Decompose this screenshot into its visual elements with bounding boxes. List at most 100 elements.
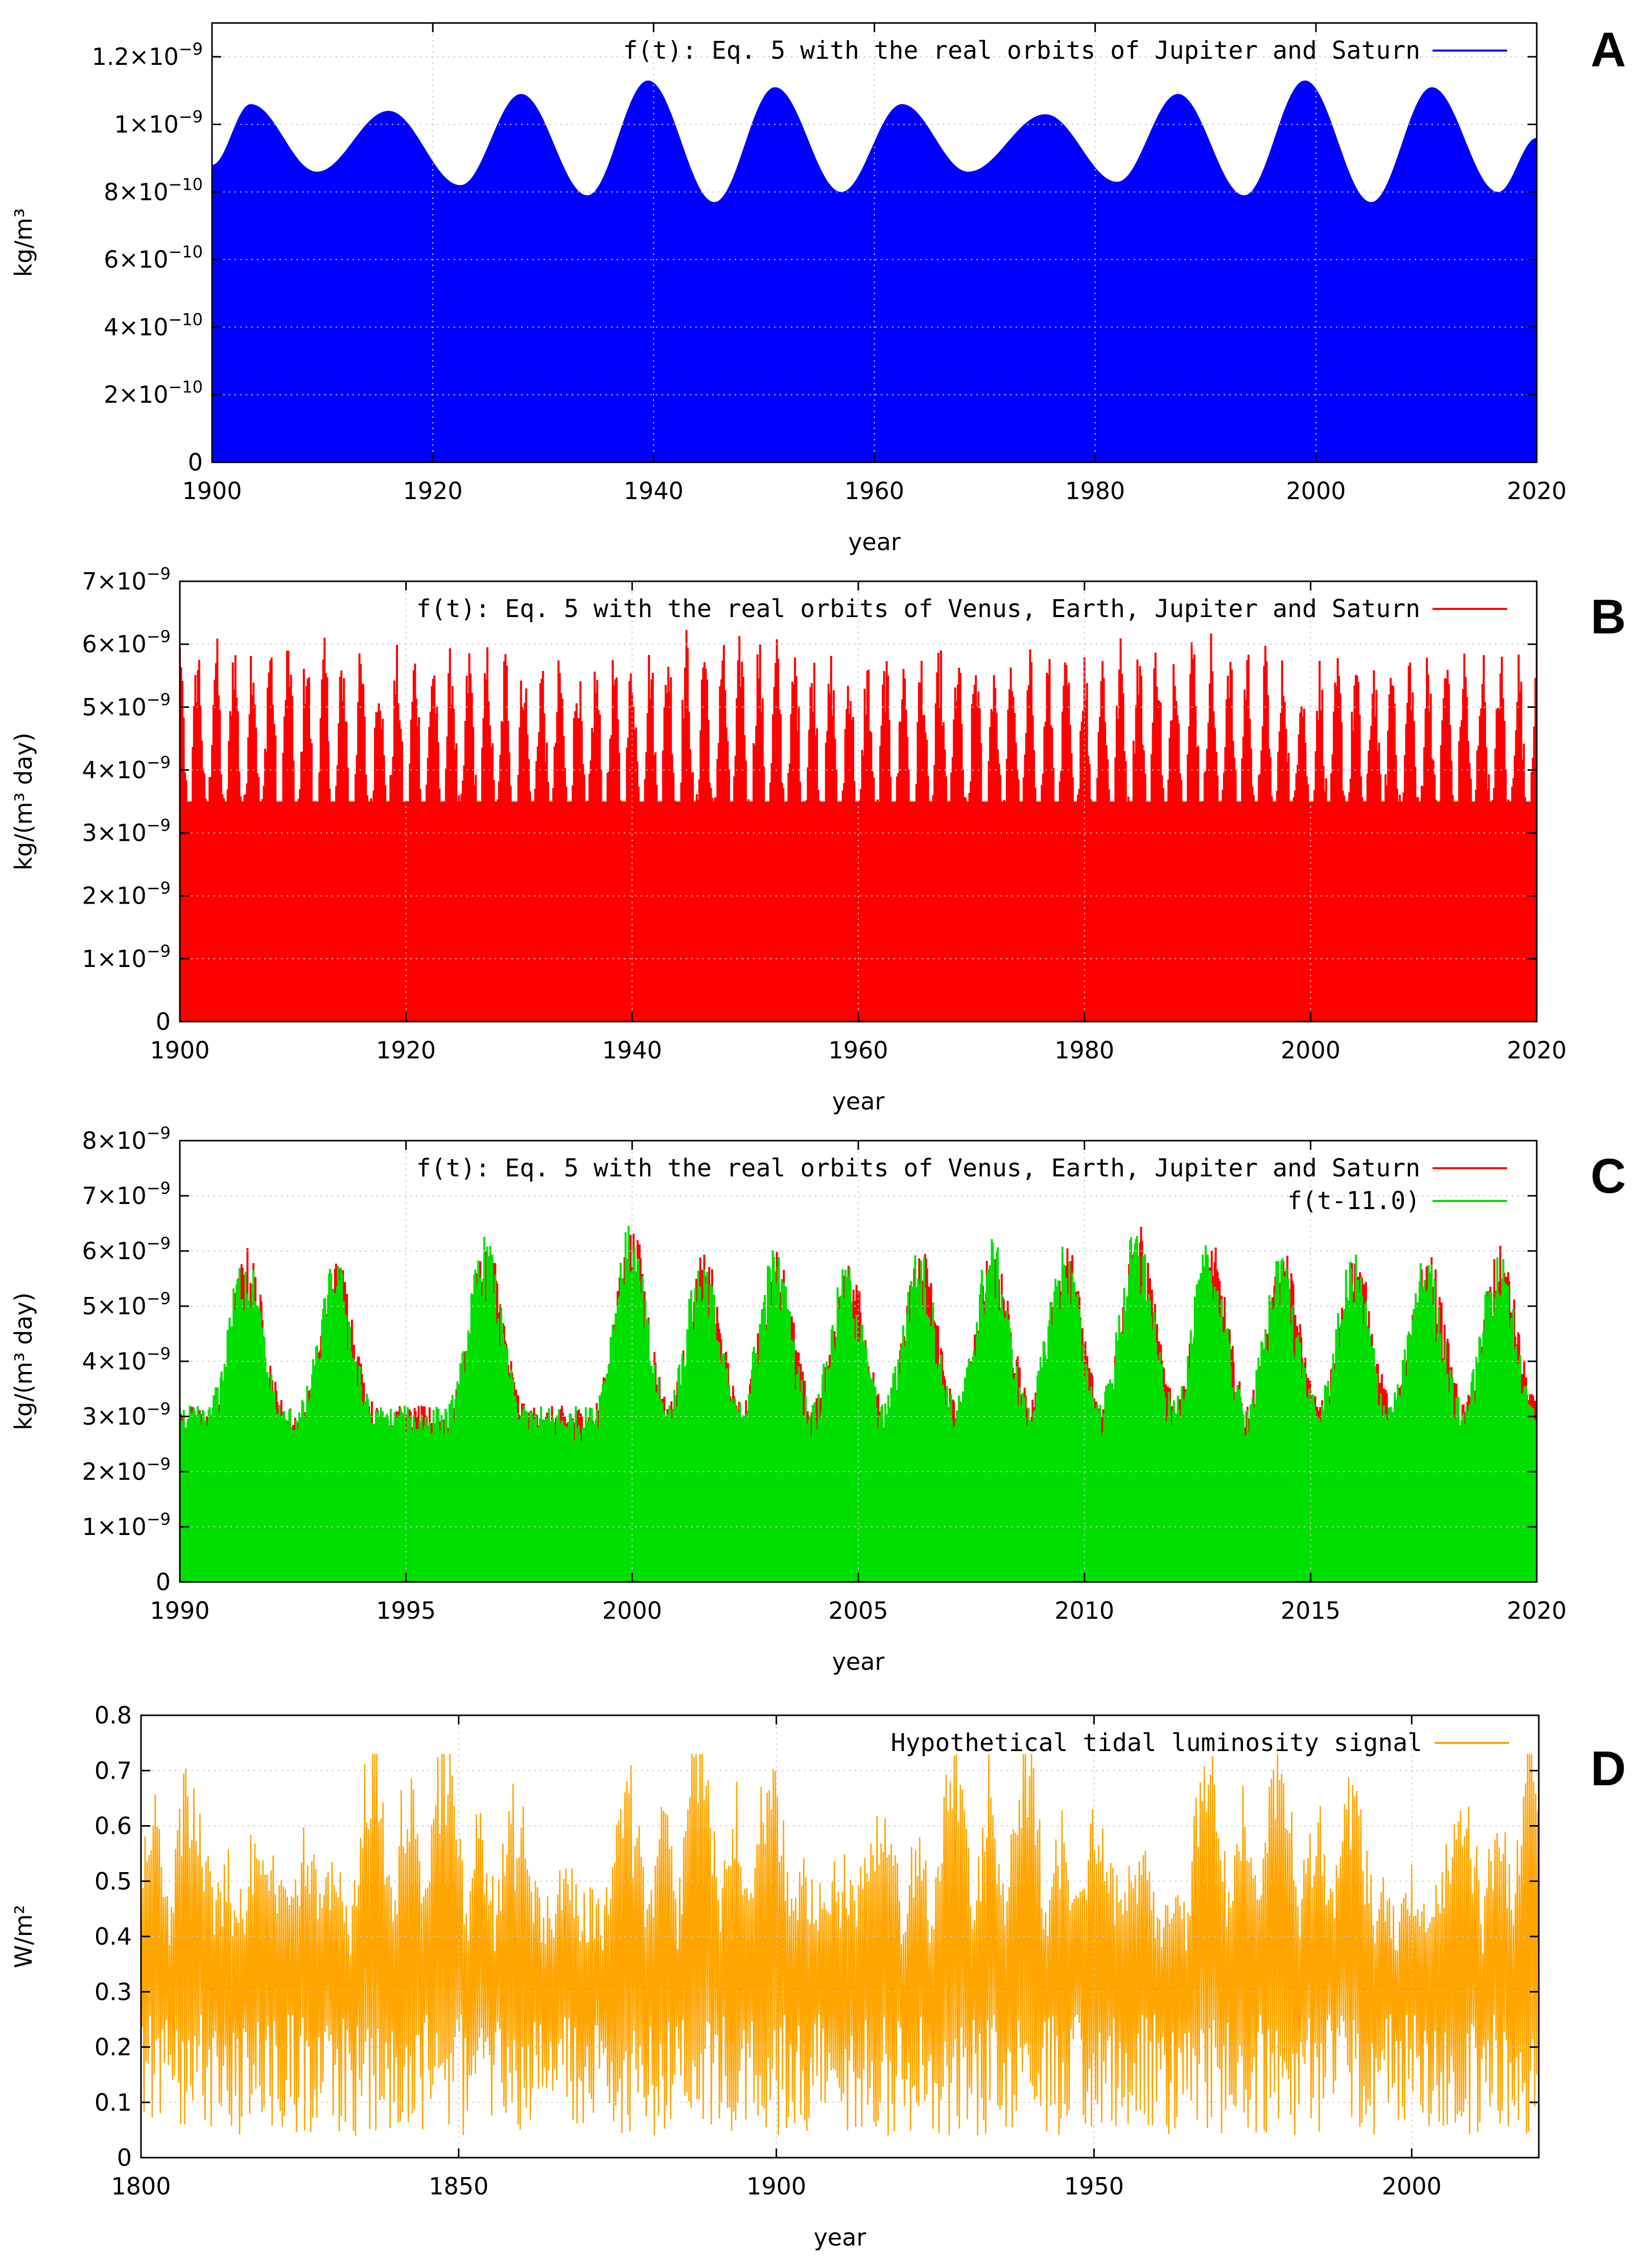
y-tick-label: 0: [117, 2144, 132, 2171]
y-tick-label: 6×10−9: [82, 1234, 171, 1265]
x-tick-label: 1850: [429, 2172, 488, 2200]
y-tick-label: 8×10−10: [104, 175, 203, 206]
panel-d-y-ticks: 0 0.1 0.2 0.3 0.4 0.5 0.6 0.7 0.8: [95, 1702, 1539, 2171]
panel-c-legend: f(t): Eq. 5 with the real orbits of Venu…: [416, 1154, 1507, 1215]
y-tick-label: 2×10−9: [82, 1454, 171, 1485]
y-tick-label: 0: [188, 448, 203, 476]
panel-c-y-label: kg/(m³ day): [10, 1292, 37, 1430]
panel-d-letter: D: [1590, 1741, 1626, 1796]
x-tick-label: 1920: [403, 477, 463, 505]
y-tick-label: 0.6: [95, 1812, 132, 1840]
y-tick-label: 1×10−9: [114, 107, 203, 138]
x-tick-label: 1960: [844, 477, 904, 505]
panel-a-legend-entry-0: f(t): Eq. 5 with the real orbits of Jupi…: [623, 36, 1420, 65]
x-tick-label: 1900: [150, 1036, 209, 1064]
y-tick-label: 0.4: [95, 1923, 132, 1950]
x-tick-label: 1900: [182, 477, 242, 505]
y-tick-label: 1×10−9: [82, 941, 171, 973]
y-tick-label: 0.5: [95, 1868, 132, 1895]
panel-a-grid: [212, 23, 1537, 462]
y-tick-label: 7×10−9: [82, 1178, 171, 1210]
panel-b-y-ticks: 0 1×10−9 2×10−9 3×10−9 4×10−9 5×10−9 6×10−9 7×1…: [82, 564, 1537, 1035]
panel-d-legend-entry-0: Hypothetical tidal luminosity signal: [891, 1729, 1422, 1757]
y-tick-label: 0: [156, 1568, 171, 1596]
x-tick-label: 1995: [376, 1597, 436, 1624]
panel-b-legend: f(t): Eq. 5 with the real orbits of Venu…: [416, 595, 1507, 623]
panel-c-y-ticks: 0 1×10−9 2×10−9 3×10−9 4×10−9 5×10−9 6×10−9 7×1…: [82, 1123, 1537, 1596]
x-tick-label: 1920: [376, 1036, 436, 1064]
x-tick-label: 2005: [828, 1597, 888, 1624]
panel-c-letter: C: [1590, 1149, 1626, 1203]
y-tick-label: 8×10−9: [82, 1123, 171, 1154]
panel-a-y-ticks: 0 2×10−10 4×10−10 6×10−10 8×10−10 1×10−9 1.2×1…: [92, 39, 1537, 476]
series-line-f-t-minus-11: [180, 1225, 1537, 1582]
panel-b-y-label: kg/(m³ day): [10, 733, 37, 870]
x-tick-label: 2015: [1281, 1597, 1341, 1624]
y-tick-label: 7×10−9: [82, 564, 171, 595]
x-tick-label: 2000: [1281, 1036, 1341, 1064]
panel-a-plot: [212, 23, 1537, 462]
y-tick-label: 3×10−9: [82, 1399, 171, 1430]
panel-c-legend-entry-0: f(t): Eq. 5 with the real orbits of Venu…: [416, 1154, 1420, 1183]
x-tick-label: 1950: [1064, 2172, 1124, 2200]
x-tick-label: 1980: [1065, 477, 1125, 505]
panel-c-plot: [180, 1141, 1537, 1582]
panel-b-grid: [180, 581, 1537, 1022]
x-tick-label: 2020: [1507, 477, 1566, 505]
y-tick-label: 4×10−9: [82, 1344, 171, 1375]
panel-b-legend-entry-0: f(t): Eq. 5 with the real orbits of Venu…: [416, 595, 1420, 623]
x-tick-label: 2000: [1286, 477, 1346, 505]
series-line-venus-earth-jupiter-saturn: [180, 630, 1537, 1022]
panel-d: 0 0.1 0.2 0.3 0.4 0.5 0.6 0.7 0.8 1800 1850 1900 19…: [10, 1702, 1626, 2251]
panel-a-y-label: kg/m³: [10, 208, 37, 277]
panel-d-x-label: year: [814, 2224, 866, 2251]
x-tick-label: 2010: [1054, 1597, 1114, 1624]
panel-b-x-ticks: 1900 1920 1940 1960 1980 2000 2020: [150, 581, 1567, 1064]
x-tick-label: 1990: [150, 1597, 209, 1624]
panel-c-legend-entry-1: f(t-11.0): [1287, 1187, 1420, 1215]
panel-b-x-label: year: [832, 1088, 885, 1115]
panel-d-plot: [141, 1715, 1539, 2158]
x-tick-label: 1980: [1054, 1036, 1114, 1064]
y-tick-label: 5×10−9: [82, 1289, 171, 1320]
y-tick-label: 1.2×10−9: [92, 39, 203, 70]
y-tick-label: 4×10−9: [82, 752, 171, 784]
series-line-tidal-luminosity: [141, 1754, 1539, 2136]
y-tick-label: 6×10−10: [104, 242, 203, 273]
panel-c-grid: [180, 1141, 1537, 1582]
y-tick-label: 4×10−10: [104, 310, 203, 341]
y-tick-label: 3×10−9: [82, 816, 171, 847]
panel-c: 0 1×10−9 2×10−9 3×10−9 4×10−9 5×10−9 6×10−9 7×1…: [10, 1123, 1626, 1675]
x-tick-label: 1940: [602, 1036, 662, 1064]
y-tick-label: 5×10−9: [82, 690, 171, 721]
panel-a-letter: A: [1590, 22, 1626, 77]
y-tick-label: 6×10−9: [82, 627, 171, 658]
x-tick-label: 1940: [624, 477, 684, 505]
x-tick-label: 1900: [746, 2172, 806, 2200]
y-tick-label: 2×10−10: [104, 377, 203, 409]
panel-d-grid: [141, 1715, 1539, 2158]
x-tick-label: 1960: [828, 1036, 888, 1064]
y-tick-label: 1×10−9: [82, 1509, 171, 1541]
panel-a-legend: f(t): Eq. 5 with the real orbits of Jupi…: [623, 36, 1507, 65]
panel-b-plot: [180, 581, 1537, 1022]
panel-b: 0 1×10−9 2×10−9 3×10−9 4×10−9 5×10−9 6×10−9 7×1…: [10, 564, 1626, 1115]
y-tick-label: 0.8: [95, 1702, 132, 1729]
y-tick-label: 0: [156, 1008, 171, 1035]
y-tick-label: 0.1: [95, 2089, 132, 2116]
panel-a-x-ticks: 1900 1920 1940 1960 1980 2000 2020: [182, 23, 1567, 505]
x-tick-label: 2000: [602, 1597, 662, 1624]
panel-c-x-label: year: [832, 1648, 885, 1675]
panel-d-y-label: W/m²: [10, 1905, 37, 1968]
panel-a-x-label: year: [848, 528, 901, 556]
y-tick-label: 0.7: [95, 1757, 132, 1784]
y-tick-label: 2×10−9: [82, 879, 171, 910]
panel-c-x-ticks: 1990 1995 2000 2005 2010 2015 2020: [150, 1141, 1567, 1624]
x-tick-label: 1800: [111, 2172, 171, 2200]
y-tick-label: 0.3: [95, 1978, 132, 2005]
panel-d-legend: Hypothetical tidal luminosity signal: [891, 1729, 1509, 1757]
panel-a: 0 2×10−10 4×10−10 6×10−10 8×10−10 1×10−9 1.2×1…: [10, 22, 1626, 556]
panel-d-x-ticks: 1800 1850 1900 1950 2000: [111, 1715, 1442, 2200]
x-tick-label: 2000: [1382, 2172, 1442, 2200]
